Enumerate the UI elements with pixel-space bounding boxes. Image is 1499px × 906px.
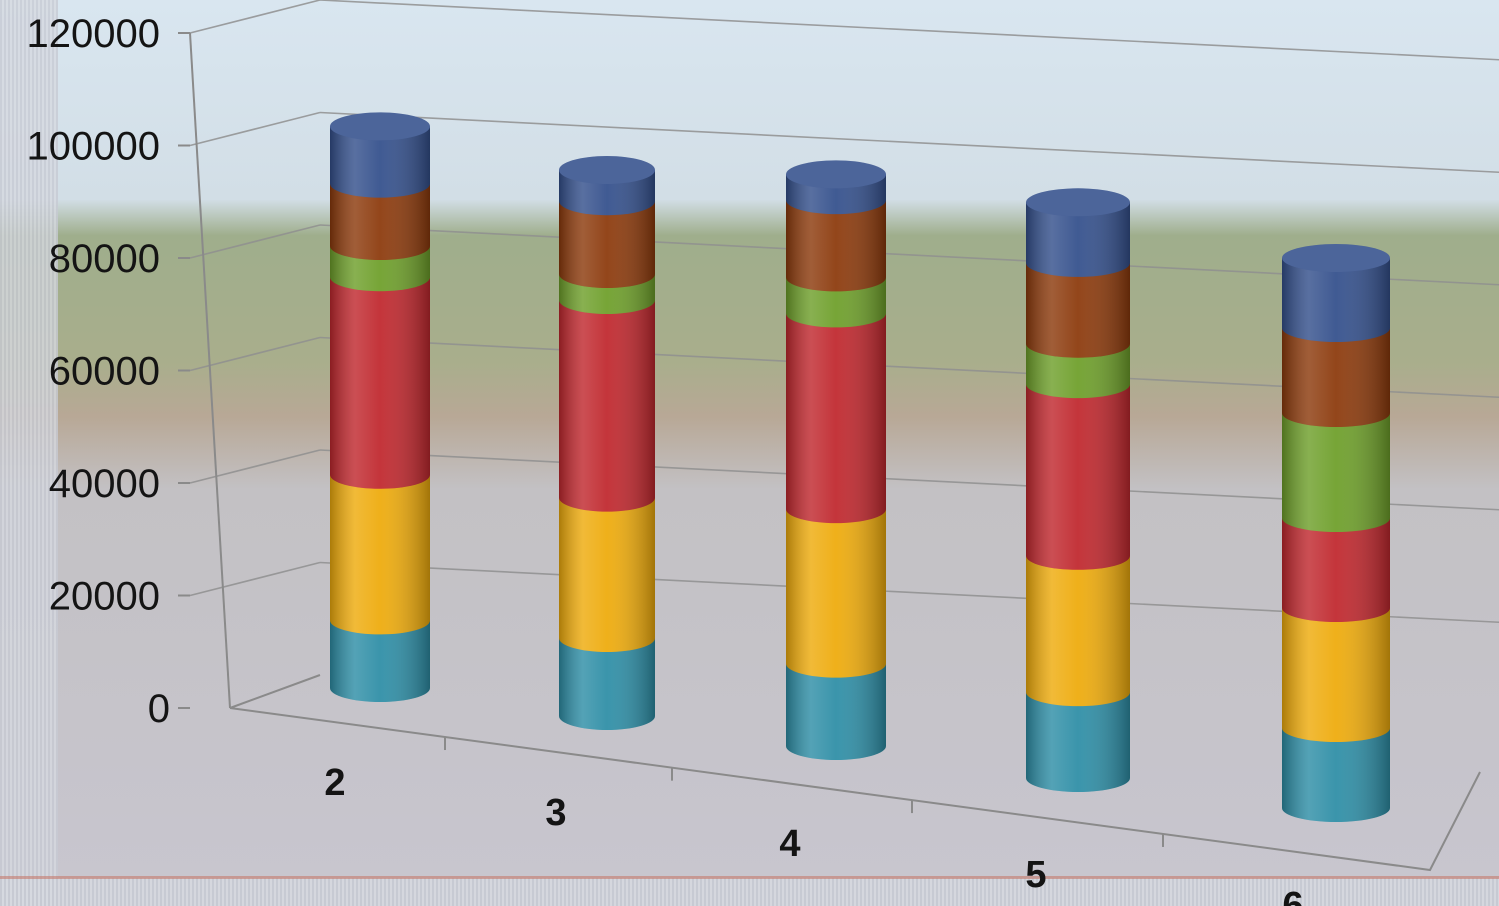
gridline-back (319, 0, 1499, 61)
bar-top-cap-highlight (1026, 188, 1130, 217)
bar-segment-shade (1282, 728, 1390, 822)
y-tick-label: 60000 (49, 350, 160, 394)
gridline-wall (189, 224, 321, 259)
floor-left-edge (229, 674, 321, 709)
x-tick-label: 6 (1282, 885, 1303, 906)
gridline-back (319, 111, 1499, 174)
floor-front-edge (229, 707, 1481, 872)
x-tick-labels: 2 3 4 5 6 (324, 762, 1303, 906)
y-tick-label: 40000 (49, 462, 160, 506)
x-tick-label: 4 (779, 823, 800, 865)
gridline-wall (189, 561, 321, 597)
bar-top-cap (786, 160, 886, 189)
axes (178, 32, 1481, 872)
bottom-stripe-band (0, 878, 1499, 906)
bar-stack-6 (1282, 244, 1390, 822)
bar-segment-shade (1026, 343, 1130, 399)
bar-segment-shade (1026, 384, 1130, 570)
x-tick-label: 3 (545, 792, 566, 834)
bar-stack-5 (1026, 188, 1130, 792)
bar-segment-shade (559, 497, 655, 652)
bar-segment-shade (1282, 328, 1390, 427)
y-axis-line (189, 32, 231, 709)
bar-segment-shade (1026, 692, 1130, 792)
left-stripe-band (0, 0, 58, 906)
bar-segment-shade (785, 200, 886, 292)
bar-segment-shade (1282, 258, 1390, 342)
y-tick-label: 120000 (27, 12, 160, 56)
bar-segment-shade (559, 300, 655, 512)
bar-segment-shade (786, 663, 886, 760)
bar-top-cap-highlight (1282, 244, 1390, 272)
gridline-wall (189, 0, 321, 34)
gridline-wall (189, 336, 321, 372)
y-tick-label: 80000 (49, 237, 160, 281)
bar-segment-shade (330, 474, 430, 635)
bar-segment-shade (1026, 555, 1130, 707)
bar-segment-shade (330, 277, 430, 489)
bar-segment-shade (330, 183, 430, 260)
bar-stack-2 (330, 112, 430, 702)
bar-segment-shade (1026, 202, 1130, 277)
gridline-wall (189, 449, 321, 484)
bar-segment-shade (785, 509, 886, 678)
bar-stack-3 (559, 156, 655, 730)
x-tick-label: 2 (324, 762, 345, 804)
y-tick-label: 0 (148, 687, 170, 731)
bar-top-cap-highlight (786, 160, 886, 189)
gridline-wall (189, 111, 321, 147)
bar-top-cap (1026, 188, 1130, 217)
bar-segment-shade (1282, 608, 1390, 742)
bottom-edge-line (0, 876, 1499, 879)
bar-segment-shade (785, 277, 886, 328)
bar-segment-shade (559, 638, 655, 730)
x-tick-label: 5 (1025, 854, 1046, 896)
bar-segment-shade (785, 313, 886, 524)
bar-top-cap-highlight (330, 112, 430, 141)
bar-segment-shade (1282, 518, 1390, 622)
y-tick-label: 20000 (49, 575, 160, 619)
y-tick-label: 100000 (27, 125, 160, 169)
bar-segment-shade (1282, 413, 1390, 532)
bar-top-cap (1282, 244, 1390, 272)
bar-segment-shade (1026, 262, 1130, 358)
bars (330, 112, 1390, 822)
bar-segment-shade (330, 126, 430, 198)
bar-stack-4 (785, 160, 886, 760)
bar-segment-shade (559, 201, 655, 288)
bar-top-cap (330, 112, 430, 141)
bar-top-cap-highlight (559, 156, 655, 184)
bar-segment-shade (330, 620, 430, 702)
y-tick-labels: 0 20000 40000 60000 80000 100000 120000 (27, 12, 170, 731)
bar-top-cap (559, 156, 655, 184)
